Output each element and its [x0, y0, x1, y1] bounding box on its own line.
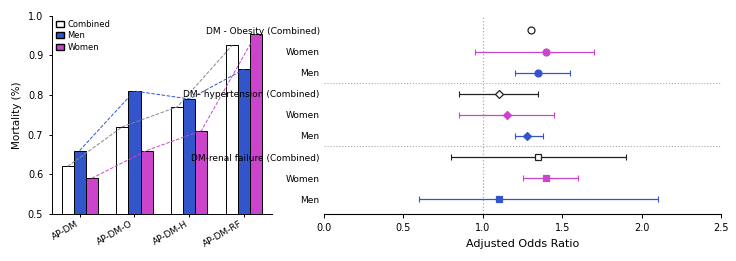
Bar — [250, 33, 262, 261]
Bar — [85, 178, 98, 261]
Bar — [195, 131, 208, 261]
Bar — [171, 107, 183, 261]
Bar — [238, 69, 250, 261]
Bar — [74, 151, 85, 261]
Bar — [116, 127, 129, 261]
Bar — [62, 167, 74, 261]
X-axis label: Adjusted Odds Ratio: Adjusted Odds Ratio — [466, 239, 579, 249]
Y-axis label: Mortality (%): Mortality (%) — [13, 81, 22, 149]
Bar — [183, 99, 195, 261]
Bar — [226, 45, 238, 261]
Bar — [141, 151, 152, 261]
Legend: Combined, Men, Women: Combined, Men, Women — [56, 20, 110, 52]
Bar — [129, 91, 141, 261]
